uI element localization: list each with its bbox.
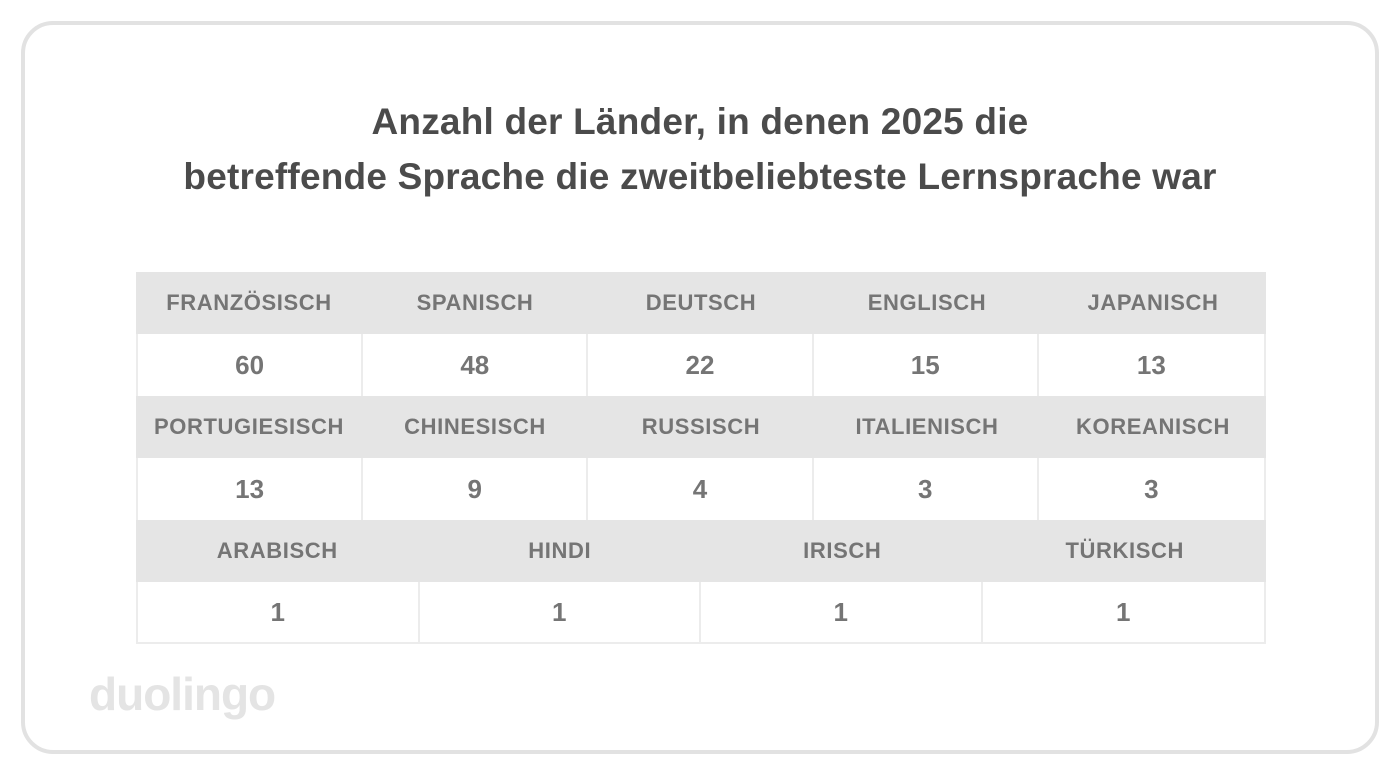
table-value-cell: 15	[814, 334, 1039, 396]
table-value-cell: 1	[701, 582, 983, 642]
table-header-row: FRANZÖSISCH SPANISCH DEUTSCH ENGLISCH JAPANI…	[136, 272, 1266, 334]
table-value-cell: 1	[138, 582, 420, 642]
duolingo-logo: duolingo	[89, 668, 276, 720]
table-header-cell: DEUTSCH	[645, 290, 757, 315]
table-header-row: PORTUGIESISCH CHINESISCH RUSSISCH ITALIENIS…	[136, 396, 1266, 458]
table-header-row: ARABISCH HINDI IRISCH TÜRKISCH	[136, 520, 1266, 582]
table-value-cell: 1	[420, 582, 701, 642]
language-count-table: FRANZÖSISCH SPANISCH DEUTSCH ENGLISCH JAPANI…	[136, 272, 1266, 644]
table-header-cell: RUSSISCH	[641, 414, 761, 439]
table-header-cell: ARABISCH	[216, 538, 338, 563]
table-header-cell: JAPANISCH	[1087, 290, 1219, 315]
chart-title: Anzahl der Länder, in denen 2025 die bet…	[25, 94, 1375, 204]
table-header-cell: KOREANISCH	[1076, 414, 1230, 439]
table-value-cell: 22	[588, 334, 814, 396]
table-value-cell: 60	[138, 334, 364, 396]
table-header-cell: TÜRKISCH	[1065, 538, 1184, 563]
table-value-cell: 3	[1144, 473, 1159, 504]
table-header-cell: FRANZÖSISCH	[166, 290, 332, 315]
chart-title-line-2: betreffende Sprache die zweitbeliebteste…	[183, 156, 1217, 197]
table-header-cell: HINDI	[528, 538, 592, 563]
chart-title-line-1: Anzahl der Länder, in denen 2025 die	[371, 101, 1029, 142]
table-header-cell: IRISCH	[803, 538, 882, 563]
table-value-row: 60 48 22 15 13	[136, 334, 1266, 396]
infographic-card: Anzahl der Länder, in denen 2025 die bet…	[21, 21, 1379, 754]
table-value-cell: 9	[363, 458, 589, 520]
table-header-cell: ITALIENISCH	[855, 414, 999, 439]
table-value-cell: 1	[1116, 596, 1131, 627]
table-header-cell: SPANISCH	[416, 290, 534, 315]
table-header-cell: ENGLISCH	[867, 290, 987, 315]
table-value-cell: 4	[588, 458, 814, 520]
table-value-cell: 3	[814, 458, 1039, 520]
table-value-cell: 13	[1136, 349, 1166, 380]
table-value-cell: 48	[363, 334, 589, 396]
table-header-cell: CHINESISCH	[404, 414, 546, 439]
table-header-cell: PORTUGIESISCH	[154, 414, 344, 439]
table-value-cell: 13	[138, 458, 364, 520]
table-value-row: 13 9 4 3 3	[136, 458, 1266, 520]
